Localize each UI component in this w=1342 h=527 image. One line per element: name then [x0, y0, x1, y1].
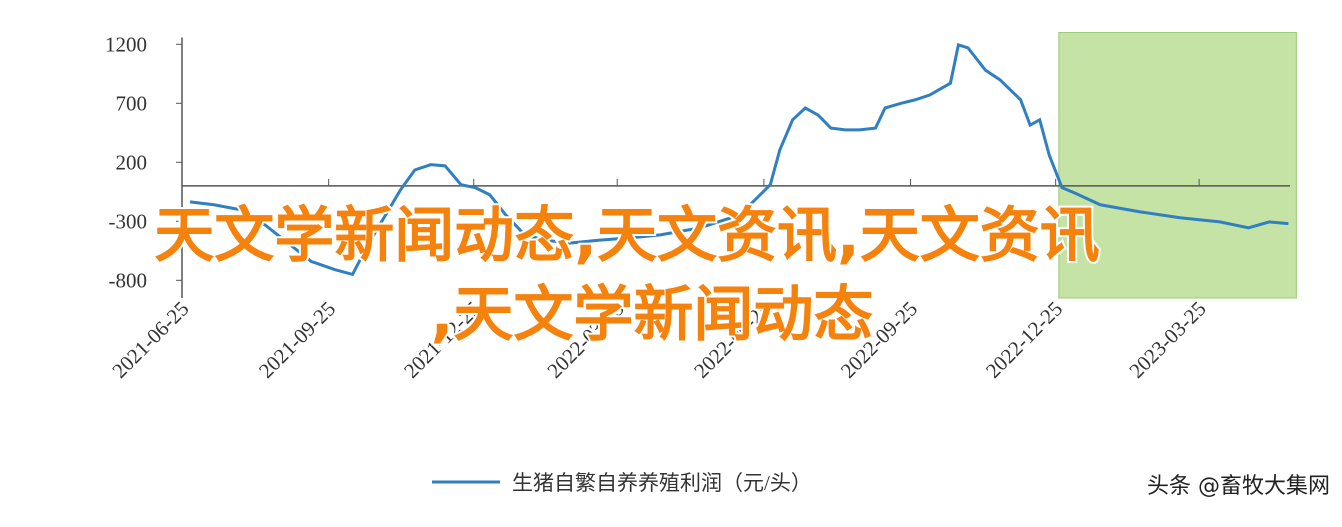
overlay-title: 天文学新闻动态,天文资讯,天文资讯	[154, 201, 1100, 271]
legend-label: 生猪自繁自养养殖利润（元/头）	[512, 471, 812, 495]
y-tick-label: -800	[109, 268, 148, 292]
y-tick-label: 200	[116, 150, 148, 174]
y-tick-label: 700	[116, 91, 148, 115]
line	[189, 42, 1289, 277]
x-tick-label: 2022-12-25	[981, 297, 1067, 383]
x-tick-label: 2023-03-25	[1124, 297, 1210, 383]
y-tick-label: 1200	[105, 32, 147, 56]
overlay-title: ,天文学新闻动态	[431, 280, 874, 350]
x-tick-label: 2021-09-25	[254, 297, 340, 383]
watermark: 头条 @畜牧大集网	[1147, 474, 1330, 499]
highlight-region	[1058, 32, 1297, 299]
y-tick-label: -300	[109, 209, 148, 233]
x-tick-label: 2021-06-25	[107, 297, 193, 383]
